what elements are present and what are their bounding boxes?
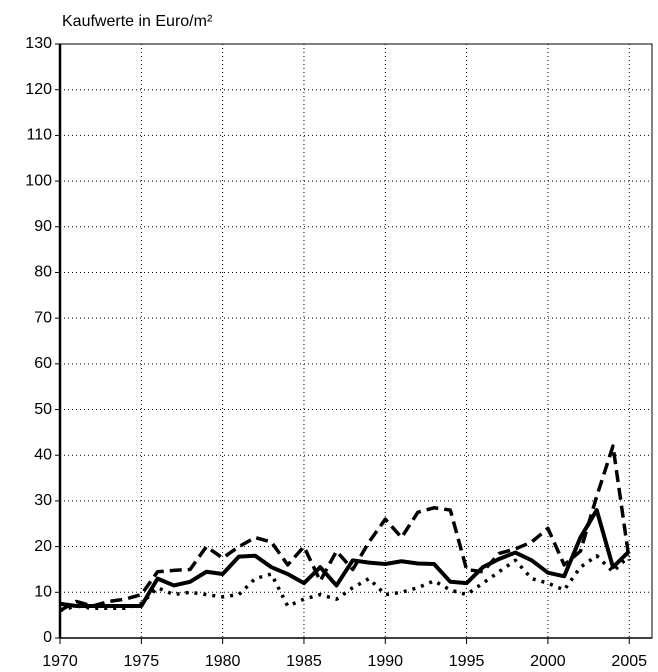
y-tick-label: 100: [25, 172, 52, 189]
data-line: [59, 444, 631, 613]
x-tick-label: 2000: [530, 653, 566, 670]
y-tick-label: 30: [34, 492, 52, 509]
x-tick-label: 1970: [42, 653, 78, 670]
y-tick-label: 40: [34, 446, 52, 463]
y-tick-label: 130: [25, 35, 52, 52]
y-tick-label: 120: [25, 81, 52, 98]
x-tick-label: 2005: [611, 653, 647, 670]
x-tick-label: 1985: [286, 653, 322, 670]
y-tick-label: 20: [34, 538, 52, 555]
y-axis-label: Kaufwerte in Euro/m²: [62, 13, 213, 30]
x-tick-label: 1975: [124, 653, 160, 670]
y-tick-label: 60: [34, 355, 52, 372]
data-line: [59, 554, 631, 613]
y-tick-label: 50: [34, 401, 52, 418]
x-tick-label: 1995: [449, 653, 485, 670]
y-tick-label: 70: [34, 309, 52, 326]
y-tick-label: 10: [34, 584, 52, 601]
data-line: [59, 508, 631, 609]
x-tick-label: 1980: [205, 653, 241, 670]
y-tick-label: 0: [43, 629, 52, 646]
y-tick-label: 80: [34, 264, 52, 281]
y-tick-label: 110: [26, 127, 52, 144]
plot-frame: [59, 43, 653, 639]
x-tick-label: 1990: [367, 653, 403, 670]
y-tick-label: 90: [34, 218, 52, 235]
